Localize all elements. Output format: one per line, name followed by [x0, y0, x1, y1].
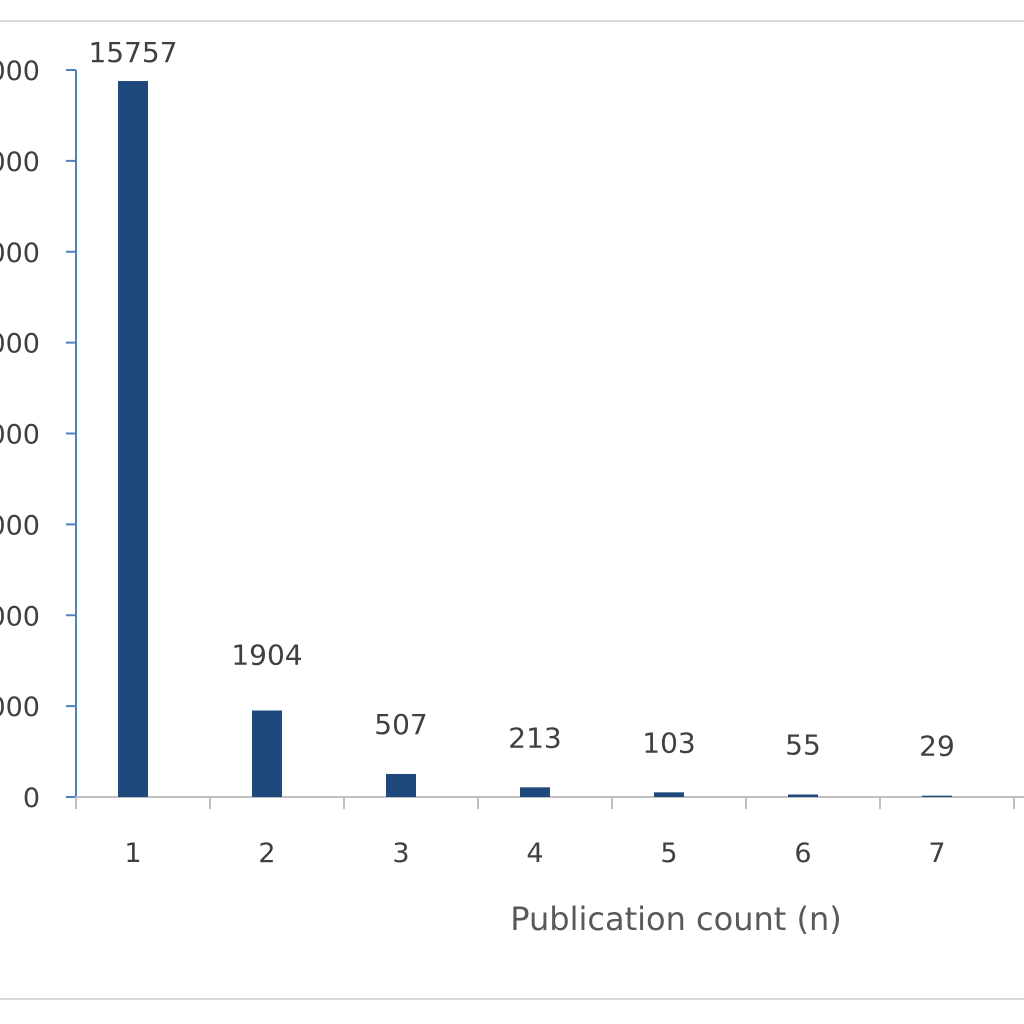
x-tick-label: 6: [794, 838, 811, 869]
data-label: 29: [919, 730, 955, 763]
y-tick-label: 000: [0, 147, 40, 178]
bar: [520, 787, 550, 797]
y-tick-label: 0: [23, 783, 40, 814]
bar: [252, 710, 282, 797]
y-axis: 0000000000000000000000000: [0, 56, 77, 814]
x-tick-label: 7: [928, 838, 945, 869]
y-tick-label: 000: [0, 329, 40, 360]
x-axis-title: Publication count (n): [510, 900, 841, 938]
y-tick-label: 000: [0, 420, 40, 451]
data-labels: 15757 1904 507 213 103 55 29: [88, 36, 954, 763]
y-tick-label: 000: [0, 601, 40, 632]
chart-frame: [0, 20, 1024, 1000]
x-tick-label: 4: [526, 838, 543, 869]
bars: [118, 81, 952, 797]
data-label: 1904: [231, 638, 302, 671]
data-label: 15757: [88, 36, 177, 69]
data-label: 507: [374, 708, 427, 741]
bar: [788, 794, 818, 797]
data-label: 103: [642, 726, 695, 759]
x-tick-label: 2: [258, 838, 275, 869]
y-tick-label: 000: [0, 238, 40, 269]
x-tick-label: 3: [392, 838, 409, 869]
y-tick-label: 000: [0, 510, 40, 541]
data-label: 213: [508, 721, 561, 754]
bar: [118, 81, 148, 797]
x-tick-label: 5: [660, 838, 677, 869]
data-label: 55: [785, 729, 821, 762]
y-tick-label: 000: [0, 56, 40, 87]
bar: [654, 792, 684, 797]
bar: [386, 773, 416, 797]
x-tick-label: 1: [124, 838, 141, 869]
x-axis: 1 2 3 4 5 6 7: [75, 796, 1024, 869]
y-tick-label: 000: [0, 692, 40, 723]
bar: [922, 795, 952, 797]
